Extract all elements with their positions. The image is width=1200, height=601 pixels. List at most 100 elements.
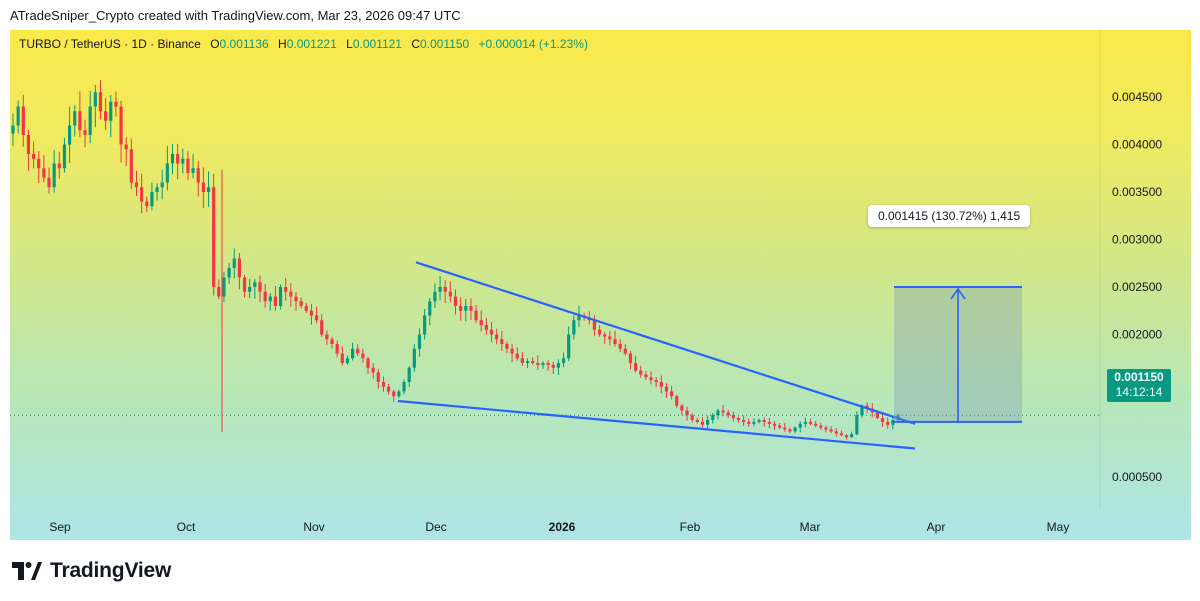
candle-body	[500, 339, 504, 344]
candle-body	[664, 386, 669, 392]
chart-header: ATradeSniper_Crypto created with Trading…	[0, 0, 1200, 30]
candle-body	[726, 412, 730, 416]
candle-body	[880, 418, 885, 422]
candle-body	[289, 291, 293, 297]
current-price-value: 0.001150	[1114, 370, 1164, 384]
candle-body	[217, 287, 221, 297]
candle-body	[314, 315, 319, 321]
candle-body	[762, 420, 766, 422]
candle-body	[690, 415, 694, 420]
candle-body	[150, 192, 154, 207]
candle-body	[489, 329, 494, 335]
candle-body	[371, 367, 375, 373]
ohlc-legend: TURBO / TetherUS · 1D · Binance O0.00113…	[19, 37, 588, 51]
candle-body	[850, 434, 854, 438]
candle-body	[520, 358, 524, 363]
candle-body	[531, 361, 535, 363]
low-value: 0.001121	[352, 37, 402, 51]
candle-body	[824, 427, 828, 430]
candle-body	[248, 287, 252, 292]
candle-body	[453, 296, 458, 306]
candle-body	[803, 421, 807, 424]
x-tick-label: May	[1047, 520, 1070, 534]
candle-body	[670, 391, 674, 397]
candle-body	[16, 106, 20, 126]
candle-body	[62, 144, 67, 169]
candle-body	[788, 429, 792, 432]
open-value: 0.001136	[219, 37, 269, 51]
candle-body	[515, 353, 519, 359]
candle-body	[42, 168, 46, 178]
target-arrow-head	[950, 287, 966, 300]
candle-body	[361, 353, 365, 359]
candle-body	[93, 92, 97, 107]
candle-body	[633, 363, 638, 371]
candle-body	[366, 358, 370, 368]
candle-body	[597, 329, 602, 335]
price-chart-svg[interactable]: 0.004500 0.004000 0.003500 0.003000 0.002500…	[10, 30, 1191, 540]
tradingview-logo-icon	[12, 562, 42, 580]
candle-body	[546, 363, 550, 365]
candle-body	[711, 415, 715, 420]
candle-body	[778, 425, 782, 428]
candle-body	[325, 334, 329, 340]
candle-body	[294, 296, 298, 302]
candle-body	[783, 427, 787, 430]
candle-body	[124, 144, 128, 150]
candle-body	[438, 287, 442, 292]
candle-body	[397, 391, 401, 397]
x-tick-label: Nov	[303, 520, 324, 534]
x-tick-label: Apr	[927, 520, 946, 534]
candle-body	[212, 187, 216, 287]
candle-body	[109, 101, 113, 121]
candle-body	[742, 420, 746, 422]
candle-body	[381, 382, 386, 387]
candle-body	[335, 344, 339, 354]
y-tick-label: 0.004500	[1112, 90, 1162, 104]
header-author-text: ATradeSniper_Crypto created with Trading…	[10, 8, 461, 23]
measure-label[interactable]: 0.001415 (130.72%) 1,415	[868, 205, 1031, 227]
candle-body	[495, 334, 499, 340]
tradingview-logo[interactable]: TradingView	[12, 559, 171, 583]
candle-body	[350, 348, 355, 359]
x-tick-label: Oct	[177, 520, 196, 534]
candle-body	[639, 370, 643, 375]
candle-body	[808, 421, 813, 424]
candle-body	[57, 163, 61, 169]
candle-body	[299, 301, 303, 306]
candle-body	[700, 421, 705, 425]
candle-body	[644, 374, 648, 378]
candle-body	[736, 418, 741, 420]
candle-body	[356, 348, 360, 354]
candle-body	[541, 363, 545, 365]
candle-body	[186, 158, 190, 173]
candle-body	[160, 182, 164, 188]
candle-body	[675, 396, 679, 406]
candle-body	[21, 106, 25, 135]
candle-body	[114, 101, 118, 107]
high-label: H	[278, 37, 287, 51]
candle-body	[603, 334, 607, 337]
current-price-label: 0.001150 14:12:14	[1107, 369, 1171, 402]
candle-body	[206, 187, 211, 192]
candle-body	[793, 427, 797, 432]
candle-body	[680, 405, 684, 411]
candle-body	[263, 291, 267, 302]
candle-body	[623, 348, 627, 354]
candle-body	[376, 372, 380, 382]
candle-body	[536, 363, 540, 365]
candle-body	[340, 353, 344, 363]
chart-area[interactable]: 0.004500 0.004000 0.003500 0.003000 0.002500…	[10, 30, 1191, 540]
candle-body	[402, 382, 406, 392]
candle-body	[119, 106, 123, 145]
candle-body	[649, 377, 653, 381]
candle-body	[654, 380, 658, 382]
candle-body	[474, 310, 478, 321]
candle-body	[448, 291, 452, 297]
close-value: 0.001150	[420, 37, 470, 51]
candle-body	[798, 423, 802, 428]
candle-body	[165, 163, 169, 183]
candle-body	[227, 268, 231, 278]
candle-body	[68, 125, 72, 145]
y-tick-label: 0.002500	[1112, 280, 1162, 294]
